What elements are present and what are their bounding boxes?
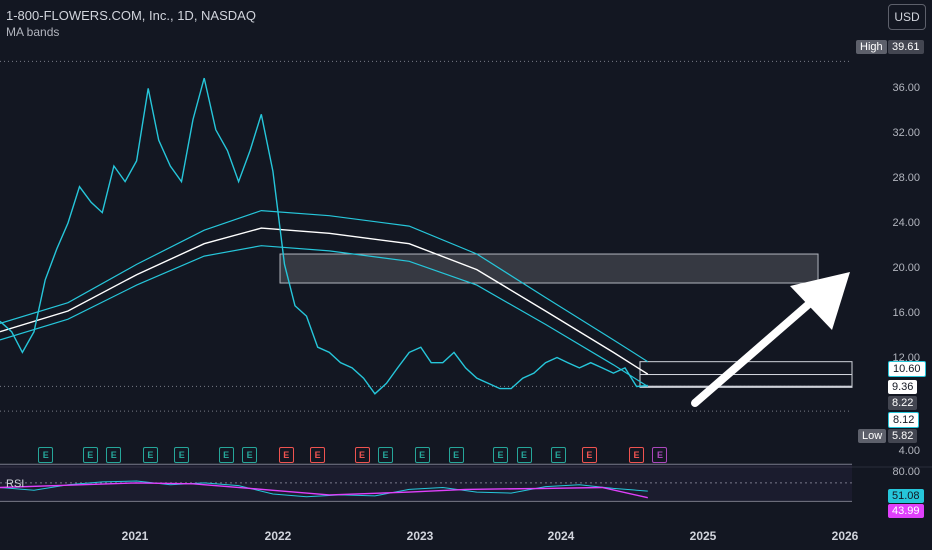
currency-button[interactable]: USD	[888, 4, 926, 30]
time-tick: 2024	[547, 529, 575, 543]
earnings-marker[interactable]: E	[142, 447, 158, 463]
earnings-marker[interactable]: E	[82, 447, 98, 463]
earnings-marker[interactable]: E	[106, 447, 122, 463]
indicator-label: MA bands	[6, 25, 60, 39]
price-tick: 16.00	[892, 307, 920, 319]
low-value-tag: 5.82	[888, 429, 918, 443]
rsi-line	[0, 480, 648, 498]
rsi-ma-value-tag: 43.99	[888, 504, 924, 518]
price-line	[0, 77, 648, 395]
ma-band-lower	[0, 245, 649, 388]
ma-mid-tag: 9.36	[888, 380, 918, 394]
time-tick: 2023	[406, 529, 434, 543]
level-box	[639, 385, 853, 388]
earnings-marker[interactable]: E	[516, 447, 532, 463]
band-lower-tag: 8.12	[888, 412, 920, 428]
ma-band-upper	[0, 209, 649, 363]
earnings-marker[interactable]: E	[378, 447, 394, 463]
rsi-value-tag: 51.08	[888, 489, 924, 503]
price-tick: 28.00	[892, 172, 920, 184]
rsi-label: RSI	[6, 478, 25, 490]
ma-mid-line	[0, 227, 649, 375]
time-tick: 2026	[831, 529, 859, 543]
last-price-tag: 8.22	[888, 396, 918, 410]
low-label: Low	[858, 429, 887, 443]
time-tick: 2021	[121, 529, 149, 543]
earnings-marker[interactable]: E	[242, 447, 258, 463]
earnings-marker[interactable]: E	[310, 447, 326, 463]
earnings-marker[interactable]: E	[581, 447, 597, 463]
price-tick: 36.00	[892, 82, 920, 94]
rsi-ma-line	[0, 482, 648, 499]
projection-arrow-head	[790, 272, 850, 330]
earnings-marker[interactable]: E	[218, 447, 234, 463]
earnings-marker[interactable]: E	[354, 447, 370, 463]
earnings-marker[interactable]: E	[493, 447, 509, 463]
level-box	[639, 374, 853, 387]
projection-arrow	[691, 286, 829, 407]
target-zone	[279, 253, 819, 284]
price-tick: 4.00	[898, 445, 920, 457]
rsi-tick: 80.00	[892, 466, 920, 478]
earnings-marker[interactable]: E	[38, 447, 54, 463]
earnings-marker[interactable]: E	[174, 447, 190, 463]
chart-title: 1-800-FLOWERS.COM, Inc., 1D, NASDAQ	[6, 8, 256, 23]
earnings-marker[interactable]: E	[550, 447, 566, 463]
earnings-marker[interactable]: E	[652, 447, 668, 463]
high-value-tag: 39.61	[888, 40, 924, 54]
price-tick: 20.00	[892, 262, 920, 274]
earnings-marker[interactable]: E	[414, 447, 430, 463]
price-tick: 32.00	[892, 127, 920, 139]
band-upper-tag: 10.60	[888, 361, 926, 377]
earnings-marker[interactable]: E	[278, 447, 294, 463]
time-tick: 2022	[264, 529, 292, 543]
time-tick: 2025	[689, 529, 717, 543]
earnings-marker[interactable]: E	[448, 447, 464, 463]
earnings-marker[interactable]: E	[628, 447, 644, 463]
price-tick: 24.00	[892, 217, 920, 229]
high-label: High	[856, 40, 887, 54]
